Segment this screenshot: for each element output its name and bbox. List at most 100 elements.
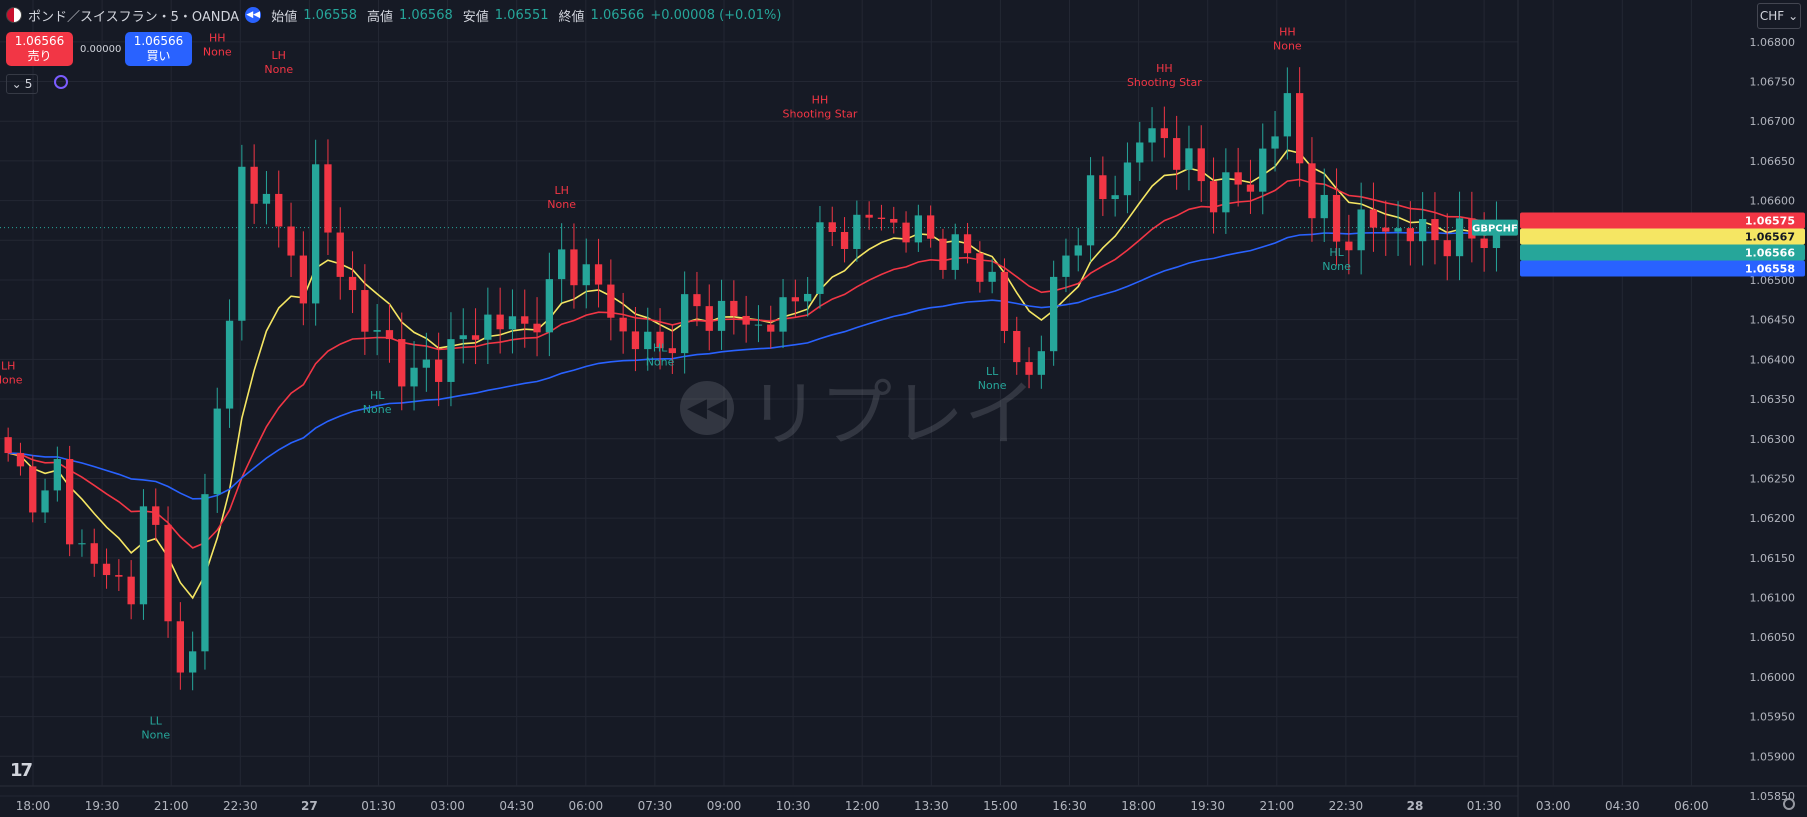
x-tick-label: 06:00 bbox=[1674, 799, 1709, 813]
candle-down bbox=[1234, 172, 1242, 185]
symbol-title[interactable]: ポンド／スイスフラン・5・OANDA bbox=[28, 9, 240, 25]
candle-up bbox=[853, 214, 861, 249]
pivot-type-label: LL bbox=[150, 715, 163, 728]
gear-icon[interactable] bbox=[1783, 798, 1795, 810]
candle-up bbox=[1283, 93, 1291, 137]
candle-down bbox=[1443, 240, 1451, 257]
candle-down bbox=[496, 314, 504, 330]
candle-down bbox=[348, 276, 357, 291]
candle-down bbox=[607, 284, 615, 318]
candle-down bbox=[1345, 241, 1353, 251]
candle-up bbox=[78, 543, 86, 545]
y-tick-label: 1.06200 bbox=[1750, 512, 1796, 525]
pivot-type-label: LH bbox=[1, 360, 15, 373]
pivot-pattern-label: None bbox=[1322, 260, 1351, 273]
candle-up bbox=[422, 359, 430, 368]
pivot-type-label: LH bbox=[272, 49, 286, 62]
candle-down bbox=[1246, 184, 1255, 192]
moving-averages bbox=[8, 149, 1497, 600]
interval-toggle[interactable]: ⌄ 5 bbox=[6, 74, 38, 94]
currency-select[interactable]: CHF ⌄ bbox=[1757, 3, 1801, 29]
y-tick-label: 1.05950 bbox=[1750, 711, 1796, 724]
buy-button[interactable]: 1.06566 買い bbox=[125, 32, 192, 66]
x-tick-label: 21:00 bbox=[154, 799, 189, 813]
x-tick-label: 03:00 bbox=[1536, 799, 1571, 813]
candle-up bbox=[484, 314, 492, 340]
spread-value: 0.00000 bbox=[80, 44, 122, 55]
candle-up bbox=[951, 234, 959, 270]
pivot-type-label: HL bbox=[1329, 246, 1344, 259]
price-tag bbox=[1520, 260, 1805, 277]
pivot-pattern-label: None bbox=[547, 198, 576, 211]
candle-up bbox=[1357, 209, 1365, 251]
y-tick-label: 1.06450 bbox=[1750, 314, 1796, 327]
pivot-type-label: HH bbox=[1279, 25, 1296, 38]
candle-up bbox=[53, 459, 61, 491]
candle-down bbox=[90, 543, 98, 564]
candle-down bbox=[705, 306, 713, 331]
candle-up bbox=[139, 506, 148, 605]
candle-down bbox=[619, 317, 627, 332]
pivot-type-label: HL bbox=[653, 341, 668, 354]
x-tick-label: 04:30 bbox=[499, 799, 534, 813]
interval-value: 5 bbox=[24, 77, 33, 91]
candle-up bbox=[804, 293, 812, 302]
candle-down bbox=[435, 359, 443, 382]
pivot-pattern-label: None bbox=[0, 374, 23, 387]
candle-up bbox=[1222, 172, 1230, 213]
candle-down bbox=[324, 164, 332, 233]
price-axis[interactable]: 1.06800 1.06750 1.06700 1.06650 1.06600 1.065… bbox=[1750, 36, 1796, 803]
candle-down bbox=[877, 217, 886, 219]
candle-down bbox=[275, 193, 283, 227]
sell-button[interactable]: 1.06566 売り bbox=[6, 32, 73, 66]
time-axis[interactable]: 18:00 19:30 21:00 22:30 27 01:30 03:00 04:30 06:… bbox=[16, 799, 1709, 813]
candle-up bbox=[1062, 255, 1070, 277]
watermark-text: リプレイ bbox=[748, 372, 1037, 456]
pivot-type-label: LL bbox=[986, 365, 999, 378]
x-tick-label: 16:30 bbox=[1052, 799, 1087, 813]
candle-up bbox=[1148, 128, 1156, 143]
candle-up bbox=[1394, 228, 1402, 232]
price-tag bbox=[1520, 244, 1805, 261]
candle-up bbox=[1492, 227, 1501, 249]
x-tick-label: 13:30 bbox=[914, 799, 949, 813]
candle-up bbox=[1185, 148, 1193, 170]
candle-down bbox=[1173, 138, 1181, 170]
high-label: 高値 bbox=[366, 9, 393, 25]
candle-up bbox=[754, 324, 763, 326]
candle-up bbox=[1074, 245, 1082, 256]
candle-down bbox=[927, 215, 935, 239]
candle-up bbox=[459, 335, 467, 340]
high-value: 1.06568 bbox=[398, 7, 453, 23]
pivot-type-label: HH bbox=[812, 94, 829, 107]
candle-down bbox=[1382, 227, 1390, 232]
candle-down bbox=[631, 331, 640, 350]
candle-down bbox=[398, 339, 406, 387]
x-tick-label: 07:30 bbox=[638, 799, 673, 813]
candle-down bbox=[767, 324, 775, 332]
y-tick-label: 1.06300 bbox=[1750, 433, 1796, 446]
tradingview-logo-icon[interactable]: 17 bbox=[10, 760, 33, 781]
x-tick-label: 09:00 bbox=[707, 799, 742, 813]
replay-icon: ◀◀ bbox=[680, 380, 734, 435]
candle-up bbox=[1419, 219, 1427, 242]
symbol-tag bbox=[1472, 219, 1518, 236]
candle-down bbox=[963, 234, 972, 254]
candle-down bbox=[521, 316, 529, 324]
sync-icon[interactable] bbox=[54, 75, 68, 89]
candle-up bbox=[1271, 136, 1279, 149]
candle-up bbox=[558, 249, 566, 280]
replay-badge-icon[interactable]: ◀◀ bbox=[245, 7, 262, 23]
price-tag-label: 1.06567 bbox=[1745, 230, 1795, 243]
candle-down bbox=[1369, 209, 1378, 228]
y-tick-label: 1.06750 bbox=[1750, 76, 1796, 89]
candle-down bbox=[656, 331, 664, 349]
pivot-pattern-label: None bbox=[1273, 39, 1302, 52]
y-tick-label: 1.05900 bbox=[1750, 750, 1796, 763]
price-tag bbox=[1520, 228, 1805, 245]
candle-up bbox=[508, 316, 517, 330]
ma-mid-line bbox=[8, 178, 1497, 549]
candle-down bbox=[385, 330, 394, 340]
